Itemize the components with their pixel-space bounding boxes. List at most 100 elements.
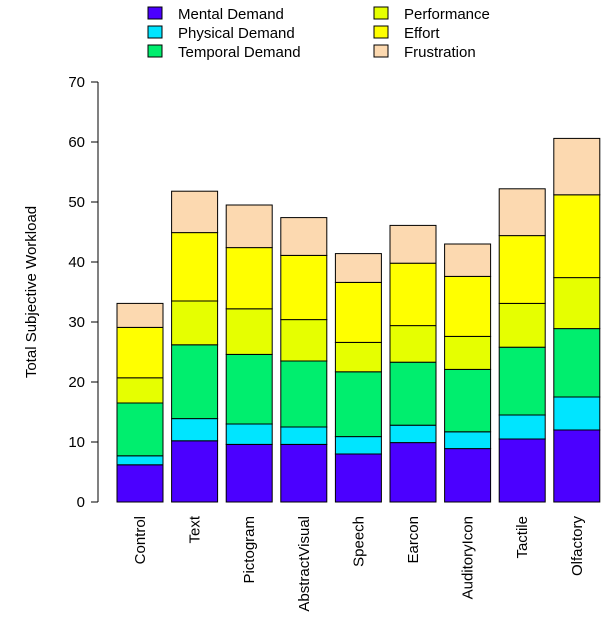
x-tick-label: Text [187,515,204,543]
legend-swatch [147,25,163,39]
bar-segment [225,353,273,425]
x-tick-label: Tactile [514,516,531,559]
bar-segment [225,247,273,310]
bar-segment [389,424,437,444]
bar-stack [389,224,437,503]
bar-stack [225,204,273,503]
bars [116,137,601,503]
bar-segment [389,442,437,503]
bar-segment [225,308,273,355]
x-tick-label: AuditoryIcon [460,516,477,599]
bar-segment [553,137,601,196]
legend-item: Physical Demand [147,25,295,42]
y-tick-label: 20 [68,374,85,391]
bar-segment [498,414,546,440]
bar-stack [444,243,492,503]
bar-segment [334,436,382,455]
legend-item: Temporal Demand [147,44,301,61]
bar-segment [280,217,328,256]
x-tick-label: Control [132,516,149,564]
bar-stack [171,190,219,503]
bar-segment [171,440,219,503]
bar-segment [280,443,328,503]
x-tick-label: Olfactory [569,516,586,577]
bar-segment [444,431,492,450]
x-tick-label: Earcon [405,516,422,564]
legend-item: Performance [373,6,490,23]
bar-segment [498,188,546,237]
bar-segment [116,402,164,457]
legend-item: Mental Demand [147,6,284,23]
legend: Mental Demand Physical Demand Temporal Dem… [147,6,490,61]
bar-segment [553,328,601,398]
bar-segment [171,418,219,442]
bar-segment [444,368,492,433]
bar-segment [389,361,437,426]
bar-segment [116,377,164,404]
y-axis-label: Total Subjective Workload [23,206,40,378]
bar-segment [171,344,219,420]
y-tick-label: 50 [68,194,85,211]
legend-swatch [147,44,163,58]
legend-label: Mental Demand [178,6,284,23]
bar-stack [498,188,546,503]
bar-segment [116,302,164,328]
x-axis-labels: Control Text Pictogram AbstractVisual Speech… [132,515,586,611]
bar-stack [116,302,164,503]
bar-segment [116,455,164,466]
bar-segment [553,277,601,330]
bar-segment [334,281,382,343]
x-tick-label: Pictogram [241,516,258,584]
bar-segment [498,235,546,304]
bar-segment [498,438,546,503]
bar-segment [334,453,382,503]
bar-segment [280,319,328,362]
bar-segment [498,302,546,348]
bar-segment [389,325,437,363]
legend-label: Physical Demand [178,25,295,42]
legend-item: Effort [373,25,440,42]
legend-label: Effort [404,25,440,42]
legend-item: Frustration [373,44,476,61]
legend-swatch [373,25,389,39]
y-tick-label: 70 [68,74,85,91]
bar-segment [334,341,382,373]
bar-segment [171,232,219,302]
legend-swatch [373,44,389,58]
bar-stack [334,253,382,503]
bar-segment [444,335,492,370]
bar-segment [225,443,273,503]
bar-segment [553,396,601,431]
legend-swatch [147,6,163,20]
x-tick-label: Speech [350,516,367,567]
y-tick-label: 10 [68,434,85,451]
y-tick-label: 30 [68,314,85,331]
bar-segment [116,326,164,379]
legend-label: Performance [404,6,490,23]
y-tick-label: 60 [68,134,85,151]
bar-segment [225,204,273,249]
bar-segment [280,426,328,445]
y-tick-label: 0 [77,494,85,511]
bar-segment [225,423,273,445]
bar-segment [444,275,492,337]
y-axis: 0 10 20 30 40 50 60 70 Total Subjective Workloa… [23,74,99,511]
bar-segment [444,448,492,503]
bar-stack [553,137,601,503]
legend-swatch [373,6,389,20]
legend-label: Frustration [404,44,476,61]
bar-segment [553,194,601,279]
bar-segment [334,371,382,438]
bar-segment [389,262,437,327]
bar-segment [498,346,546,416]
bar-segment [280,360,328,428]
bar-segment [334,253,382,283]
bar-segment [444,243,492,277]
bar-segment [171,190,219,234]
bar-segment [171,300,219,346]
legend-label: Temporal Demand [178,44,301,61]
bar-segment [116,464,164,503]
bar-segment [553,429,601,503]
bar-segment [280,254,328,321]
